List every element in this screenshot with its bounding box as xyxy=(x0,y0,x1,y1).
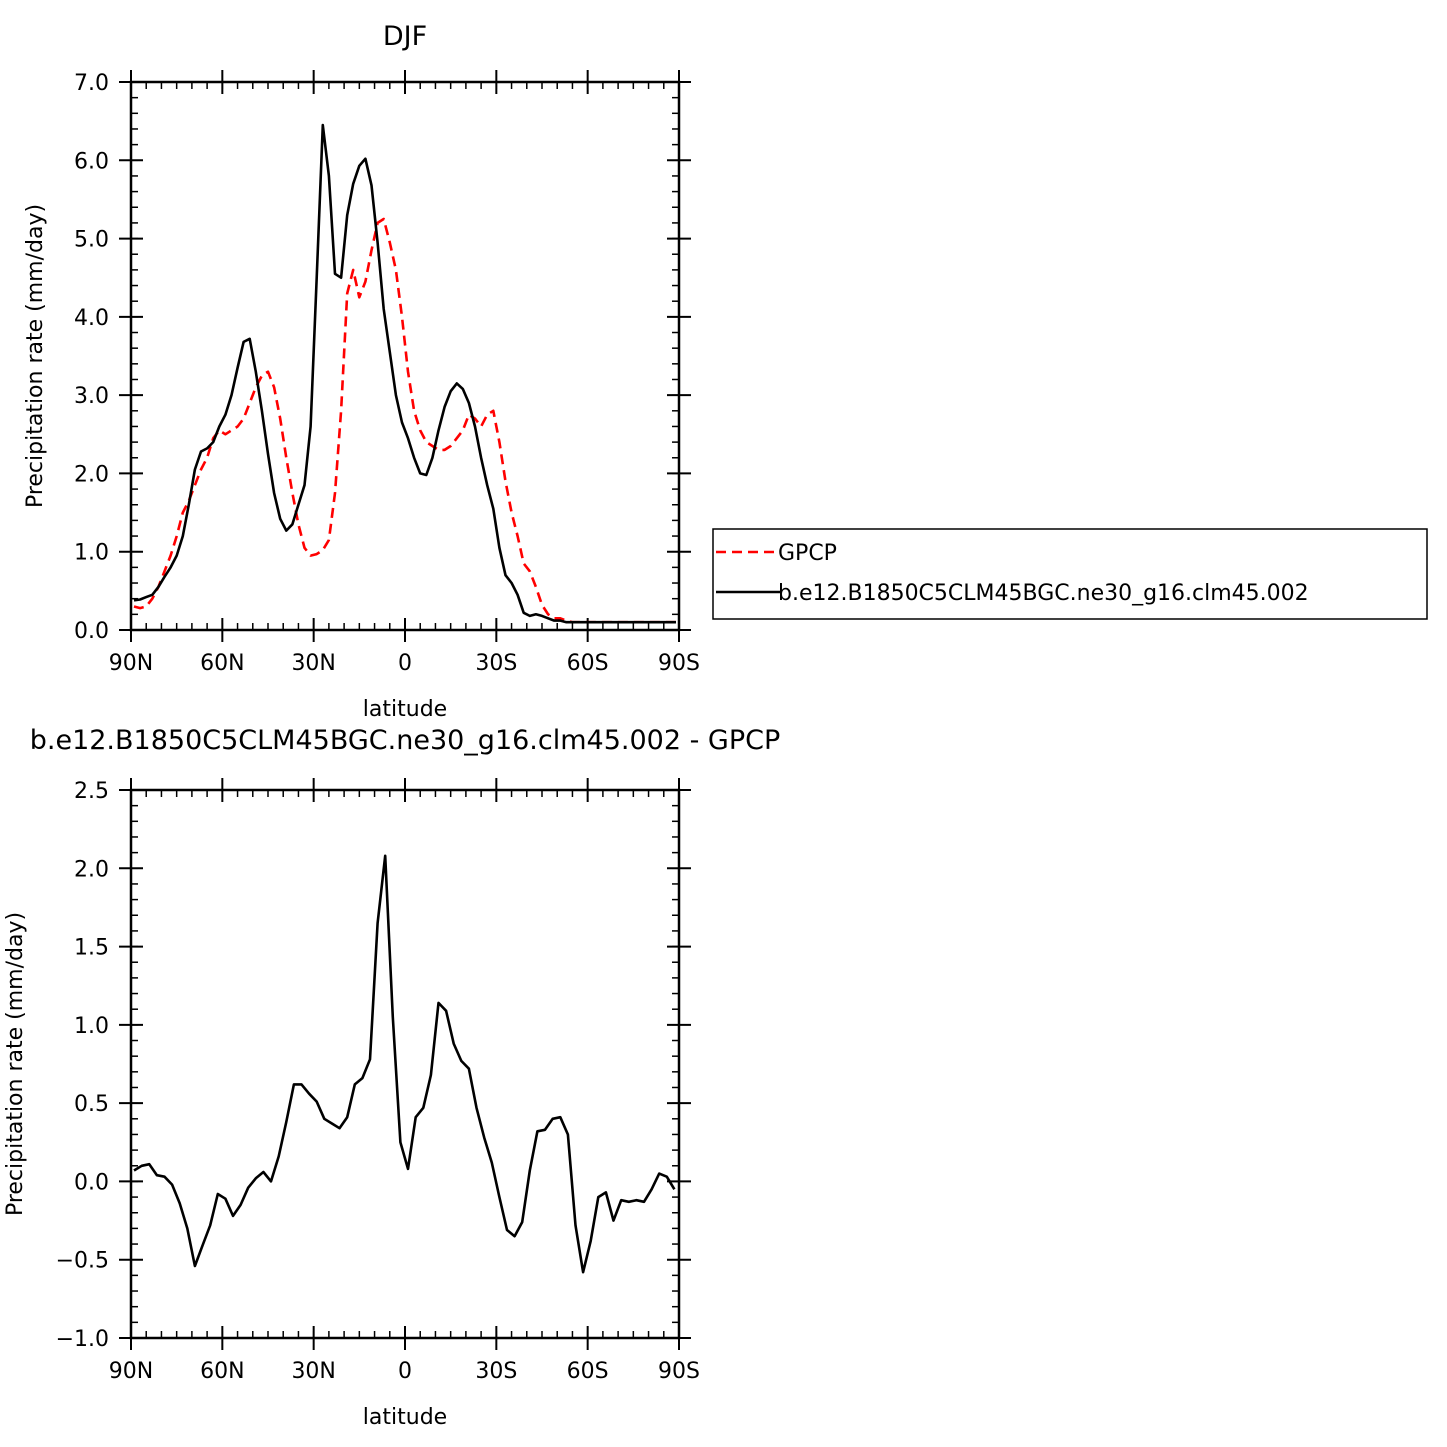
chart2-title: b.e12.B1850C5CLM45BGC.ne30_g16.clm45.002… xyxy=(30,725,781,756)
chart2-y-tick-label: 2.0 xyxy=(74,857,109,882)
chart1-y-tick-label: 6.0 xyxy=(74,149,109,174)
chart2-x-tick-label: 30N xyxy=(291,1359,335,1384)
chart1-x-tick-label: 90S xyxy=(658,651,700,676)
chart2-series-difference-line xyxy=(133,854,676,1274)
chart1-y-tick-label: 2.0 xyxy=(74,462,109,487)
chart2-x-tick-label: 60S xyxy=(567,1359,609,1384)
chart1-y-tick-label: 5.0 xyxy=(74,228,109,253)
chart1-x-tick-label: 60N xyxy=(200,651,244,676)
chart1-y-tick-label: 4.0 xyxy=(74,306,109,331)
chart1-plot-frame xyxy=(129,80,681,632)
chart2-y-tick-label: 1.5 xyxy=(74,936,109,961)
legend-label-1: GPCP xyxy=(778,541,837,566)
chart1-x-tick-label: 30N xyxy=(291,651,335,676)
chart2-y-axis-label: Precipitation rate (mm/day) xyxy=(3,912,28,1216)
chart2-y-tick-label: 2.5 xyxy=(74,779,109,804)
legend-label-2: b.e12.B1850C5CLM45BGC.ne30_g16.clm45.002 xyxy=(778,581,1309,606)
chart2-plot-frame xyxy=(129,788,681,1340)
chart1-y-tick-label: 7.0 xyxy=(74,71,109,96)
chart1-title: DJF xyxy=(383,21,427,52)
legend-box xyxy=(712,528,1428,620)
chart1-y-tick-label: 1.0 xyxy=(74,541,109,566)
chart2-y-tick-label: −1.0 xyxy=(56,1327,109,1352)
chart1-x-tick-label: 60S xyxy=(567,651,609,676)
chart2-y-tick-label: 0.5 xyxy=(74,1092,109,1117)
chart2-x-tick-label: 90N xyxy=(109,1359,153,1384)
chart1-x-tick-label: 30S xyxy=(475,651,517,676)
chart2-x-tick-label: 0 xyxy=(398,1359,412,1384)
chart2-y-tick-label: 1.0 xyxy=(74,1014,109,1039)
chart1-series-gpcp-line xyxy=(133,217,676,624)
chart1-x-axis-label: latitude xyxy=(363,697,447,722)
chart1-x-tick-label: 0 xyxy=(398,651,412,676)
chart1-series-b-e12-b1850c5clm45bgc-ne-line xyxy=(133,123,676,624)
chart2-x-tick-label: 90S xyxy=(658,1359,700,1384)
chart2-x-tick-label: 30S xyxy=(475,1359,517,1384)
chart1-y-tick-label: 0.0 xyxy=(74,619,109,644)
chart2-y-tick-label: 0.0 xyxy=(74,1170,109,1195)
chart2-x-tick-label: 60N xyxy=(200,1359,244,1384)
chart1-y-tick-label: 3.0 xyxy=(74,384,109,409)
chart2-x-axis-label: latitude xyxy=(363,1405,447,1430)
chart1-x-tick-label: 90N xyxy=(109,651,153,676)
chart1-y-axis-label: Precipitation rate (mm/day) xyxy=(23,204,48,508)
chart2-y-tick-label: −0.5 xyxy=(56,1249,109,1274)
